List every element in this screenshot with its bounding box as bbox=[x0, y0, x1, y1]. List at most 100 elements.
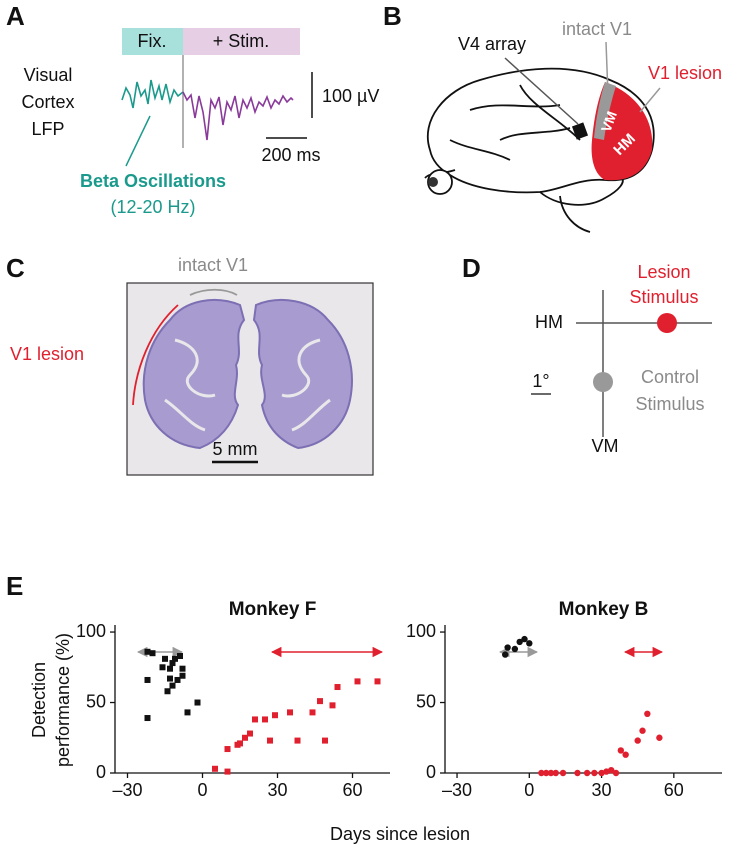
data-point bbox=[252, 716, 258, 723]
signal-label: Visual bbox=[24, 65, 73, 85]
data-point bbox=[608, 766, 615, 774]
data-point bbox=[212, 765, 218, 772]
x-tick-label: 60 bbox=[664, 780, 684, 800]
data-point bbox=[559, 769, 567, 777]
data-point bbox=[172, 655, 178, 662]
y-tick-label: 50 bbox=[86, 691, 106, 711]
data-point bbox=[317, 698, 323, 705]
pointer bbox=[605, 41, 609, 96]
data-point bbox=[184, 709, 191, 716]
v4-array bbox=[571, 122, 589, 140]
data-point bbox=[144, 715, 151, 722]
y-axis-label: performance (%) bbox=[53, 633, 73, 767]
data-point bbox=[583, 769, 591, 777]
x-tick-label: 30 bbox=[592, 780, 612, 800]
intact-area bbox=[594, 82, 616, 140]
stim-label: + Stim. bbox=[213, 31, 270, 51]
data-point bbox=[329, 702, 336, 709]
data-point bbox=[639, 727, 646, 734]
data-point bbox=[521, 635, 528, 643]
data-point bbox=[656, 734, 663, 741]
data-point bbox=[504, 644, 511, 651]
fix-label: Fix. bbox=[138, 31, 167, 51]
data-point bbox=[247, 730, 253, 737]
degree-label: 1° bbox=[532, 371, 549, 391]
pointer bbox=[639, 87, 661, 113]
data-point bbox=[224, 768, 231, 775]
x-tick-label: 60 bbox=[342, 780, 362, 800]
y-tick-label: 50 bbox=[416, 691, 436, 711]
x-tick-label: –30 bbox=[442, 780, 472, 800]
panel-label: C bbox=[6, 253, 25, 283]
annotation-range: (12-20 Hz) bbox=[110, 197, 195, 217]
lesion-stimulus-label: Lesion bbox=[637, 262, 690, 282]
data-point bbox=[516, 638, 523, 646]
lesion-label: V1 lesion bbox=[648, 63, 722, 83]
data-point bbox=[159, 664, 166, 671]
data-point bbox=[169, 682, 176, 689]
intact-arc bbox=[189, 288, 238, 296]
pupil bbox=[428, 177, 438, 187]
histology-sulci bbox=[164, 338, 331, 432]
data-point bbox=[262, 716, 268, 723]
y-tick-label: 100 bbox=[76, 621, 106, 641]
data-point bbox=[603, 768, 610, 775]
lesion-arc bbox=[132, 304, 179, 406]
data-point bbox=[538, 769, 545, 777]
y-tick-label: 100 bbox=[406, 621, 436, 641]
time-scale: 200 ms bbox=[261, 145, 320, 165]
lfp-trace-fix bbox=[121, 79, 184, 109]
data-point bbox=[526, 640, 533, 647]
data-point bbox=[177, 653, 183, 660]
data-point bbox=[374, 678, 381, 685]
intact-label: intact V1 bbox=[562, 19, 632, 39]
annotation: Beta Oscillations bbox=[80, 171, 226, 191]
data-point bbox=[612, 769, 620, 777]
x-axis-label: Days since lesion bbox=[330, 824, 470, 844]
panel-label: D bbox=[462, 253, 481, 283]
data-point bbox=[179, 665, 186, 672]
amplitude-scale: 100 µV bbox=[322, 86, 379, 106]
vm-label: VM bbox=[598, 109, 620, 134]
data-point bbox=[622, 751, 629, 758]
data-point bbox=[164, 688, 171, 695]
chart-title: Monkey F bbox=[229, 599, 317, 620]
x-tick-label: 0 bbox=[524, 780, 534, 800]
control-stimulus-label: Control bbox=[641, 367, 699, 387]
x-tick-label: –30 bbox=[112, 780, 142, 800]
lesion-stimulus-label: Stimulus bbox=[629, 287, 698, 307]
y-axis-label: Detection bbox=[29, 662, 49, 738]
fix-box bbox=[122, 28, 183, 55]
data-point bbox=[169, 660, 176, 667]
intact-label: intact V1 bbox=[178, 255, 248, 275]
data-point bbox=[574, 769, 581, 777]
data-point bbox=[287, 709, 293, 716]
data-point bbox=[144, 676, 151, 683]
vm-label: VM bbox=[592, 436, 619, 456]
signal-label: Cortex bbox=[21, 92, 74, 112]
data-point bbox=[354, 678, 361, 685]
data-point bbox=[617, 747, 625, 754]
data-point bbox=[502, 651, 509, 658]
panel-label: A bbox=[6, 1, 25, 31]
data-point bbox=[224, 746, 231, 753]
data-point bbox=[149, 650, 156, 657]
lfp-trace-stim bbox=[182, 91, 294, 141]
panel-label: B bbox=[383, 1, 402, 31]
data-point bbox=[144, 648, 151, 655]
data-point bbox=[167, 665, 173, 672]
pointer bbox=[504, 57, 579, 125]
lesion-stimulus bbox=[657, 313, 677, 333]
data-point bbox=[547, 769, 555, 777]
chart-title: Monkey B bbox=[559, 599, 649, 620]
v4-label: V4 array bbox=[458, 34, 526, 54]
data-point bbox=[242, 734, 248, 741]
data-point bbox=[334, 684, 341, 691]
y-tick-label: 0 bbox=[426, 762, 436, 782]
data-point bbox=[267, 737, 273, 744]
data-point bbox=[634, 737, 641, 744]
data-point bbox=[591, 769, 598, 777]
x-tick-label: 0 bbox=[197, 780, 207, 800]
data-point bbox=[294, 737, 301, 744]
x-tick-label: 30 bbox=[267, 780, 287, 800]
